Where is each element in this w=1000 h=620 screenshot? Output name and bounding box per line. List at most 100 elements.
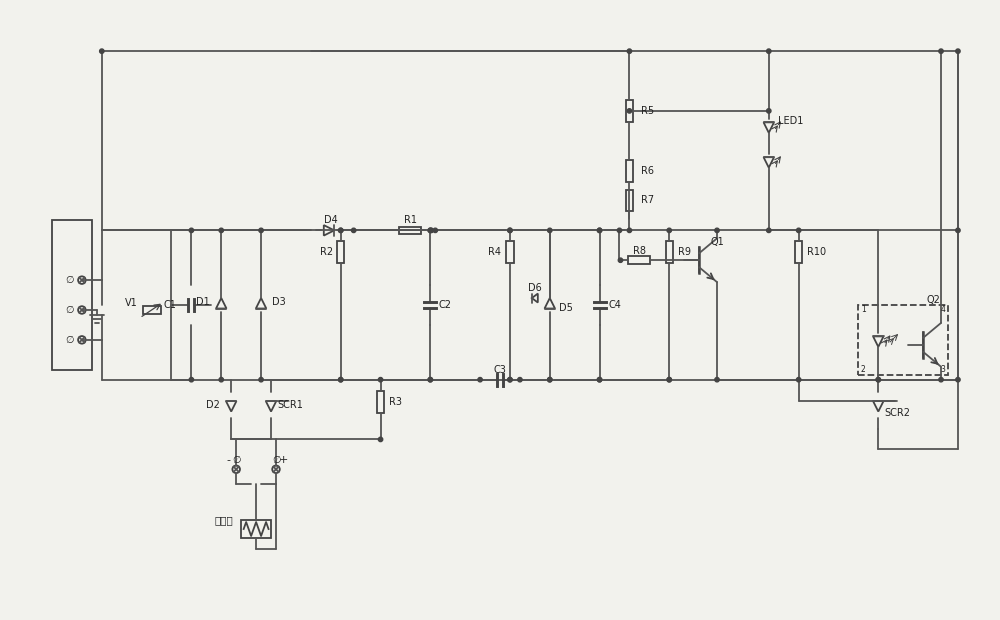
Circle shape xyxy=(189,378,194,382)
Text: R7: R7 xyxy=(641,195,654,205)
Circle shape xyxy=(428,378,433,382)
Text: R2: R2 xyxy=(320,247,333,257)
Circle shape xyxy=(627,108,632,113)
Circle shape xyxy=(351,228,356,232)
Circle shape xyxy=(508,228,512,232)
Circle shape xyxy=(378,437,383,441)
Circle shape xyxy=(617,228,622,232)
Text: LED1: LED1 xyxy=(778,116,803,126)
Circle shape xyxy=(219,378,223,382)
Circle shape xyxy=(548,378,552,382)
Text: R5: R5 xyxy=(641,106,654,116)
Circle shape xyxy=(339,228,343,232)
Text: ∅: ∅ xyxy=(66,275,74,285)
Text: 3: 3 xyxy=(941,365,945,374)
Circle shape xyxy=(548,228,552,232)
Circle shape xyxy=(339,228,343,232)
Bar xyxy=(377,391,384,412)
Circle shape xyxy=(715,228,719,232)
Circle shape xyxy=(876,378,880,382)
Circle shape xyxy=(189,228,194,232)
Circle shape xyxy=(667,378,671,382)
Text: 4: 4 xyxy=(941,306,945,314)
Text: R3: R3 xyxy=(389,397,402,407)
Circle shape xyxy=(667,378,671,382)
Text: R10: R10 xyxy=(807,247,826,257)
Circle shape xyxy=(956,378,960,382)
Circle shape xyxy=(796,228,801,232)
Bar xyxy=(628,257,650,264)
Circle shape xyxy=(378,378,383,382)
Circle shape xyxy=(100,49,104,53)
Circle shape xyxy=(956,228,960,232)
Text: D4: D4 xyxy=(324,215,338,226)
Circle shape xyxy=(219,228,223,232)
Text: D2: D2 xyxy=(206,399,220,410)
Bar xyxy=(337,241,344,264)
Circle shape xyxy=(339,378,343,382)
Text: D1: D1 xyxy=(196,297,210,307)
Text: ∅: ∅ xyxy=(66,305,74,315)
Circle shape xyxy=(597,228,602,232)
Circle shape xyxy=(548,378,552,382)
Circle shape xyxy=(508,378,512,382)
Circle shape xyxy=(428,378,433,382)
Text: D5: D5 xyxy=(559,303,573,313)
Circle shape xyxy=(939,378,943,382)
Circle shape xyxy=(428,228,433,232)
Text: 1: 1 xyxy=(861,306,866,314)
Bar xyxy=(858,305,948,374)
Text: SCR2: SCR2 xyxy=(884,407,910,417)
Bar xyxy=(666,241,673,264)
Bar xyxy=(52,220,92,370)
Bar xyxy=(795,241,802,264)
Text: ∅: ∅ xyxy=(232,455,240,466)
Text: R9: R9 xyxy=(678,247,691,257)
Circle shape xyxy=(429,228,433,232)
Circle shape xyxy=(618,258,623,262)
Text: SCR1: SCR1 xyxy=(277,399,303,410)
Circle shape xyxy=(508,378,512,382)
Text: C2: C2 xyxy=(439,300,452,310)
Circle shape xyxy=(259,378,263,382)
Text: 电磁阀: 电磁阀 xyxy=(215,515,234,525)
Text: Q1: Q1 xyxy=(710,237,724,247)
Text: C3: C3 xyxy=(494,365,506,374)
Circle shape xyxy=(597,378,602,382)
Text: Q2: Q2 xyxy=(926,295,940,305)
Text: R1: R1 xyxy=(404,215,417,226)
Circle shape xyxy=(876,378,880,382)
Circle shape xyxy=(956,49,960,53)
Circle shape xyxy=(518,378,522,382)
Bar xyxy=(506,241,514,264)
Circle shape xyxy=(715,378,719,382)
Circle shape xyxy=(478,378,482,382)
Text: D6: D6 xyxy=(528,283,542,293)
Circle shape xyxy=(433,228,437,232)
Circle shape xyxy=(627,49,632,53)
Text: +: + xyxy=(278,455,288,466)
Circle shape xyxy=(767,49,771,53)
Text: ∅: ∅ xyxy=(272,455,280,466)
Circle shape xyxy=(597,228,602,232)
Circle shape xyxy=(597,378,602,382)
Circle shape xyxy=(508,228,512,232)
Text: R6: R6 xyxy=(641,166,654,175)
Text: -: - xyxy=(226,455,230,466)
Circle shape xyxy=(667,228,671,232)
Bar xyxy=(399,227,421,234)
Bar xyxy=(241,520,271,538)
Text: D3: D3 xyxy=(272,297,286,307)
Text: C1: C1 xyxy=(163,300,176,310)
Text: V1: V1 xyxy=(125,298,138,308)
Circle shape xyxy=(339,378,343,382)
Circle shape xyxy=(627,228,632,232)
Bar xyxy=(626,190,633,211)
Text: R4: R4 xyxy=(488,247,501,257)
Circle shape xyxy=(767,108,771,113)
Circle shape xyxy=(259,228,263,232)
Text: R8: R8 xyxy=(633,246,646,256)
Circle shape xyxy=(796,378,801,382)
Circle shape xyxy=(428,228,433,232)
Text: C4: C4 xyxy=(608,300,621,310)
